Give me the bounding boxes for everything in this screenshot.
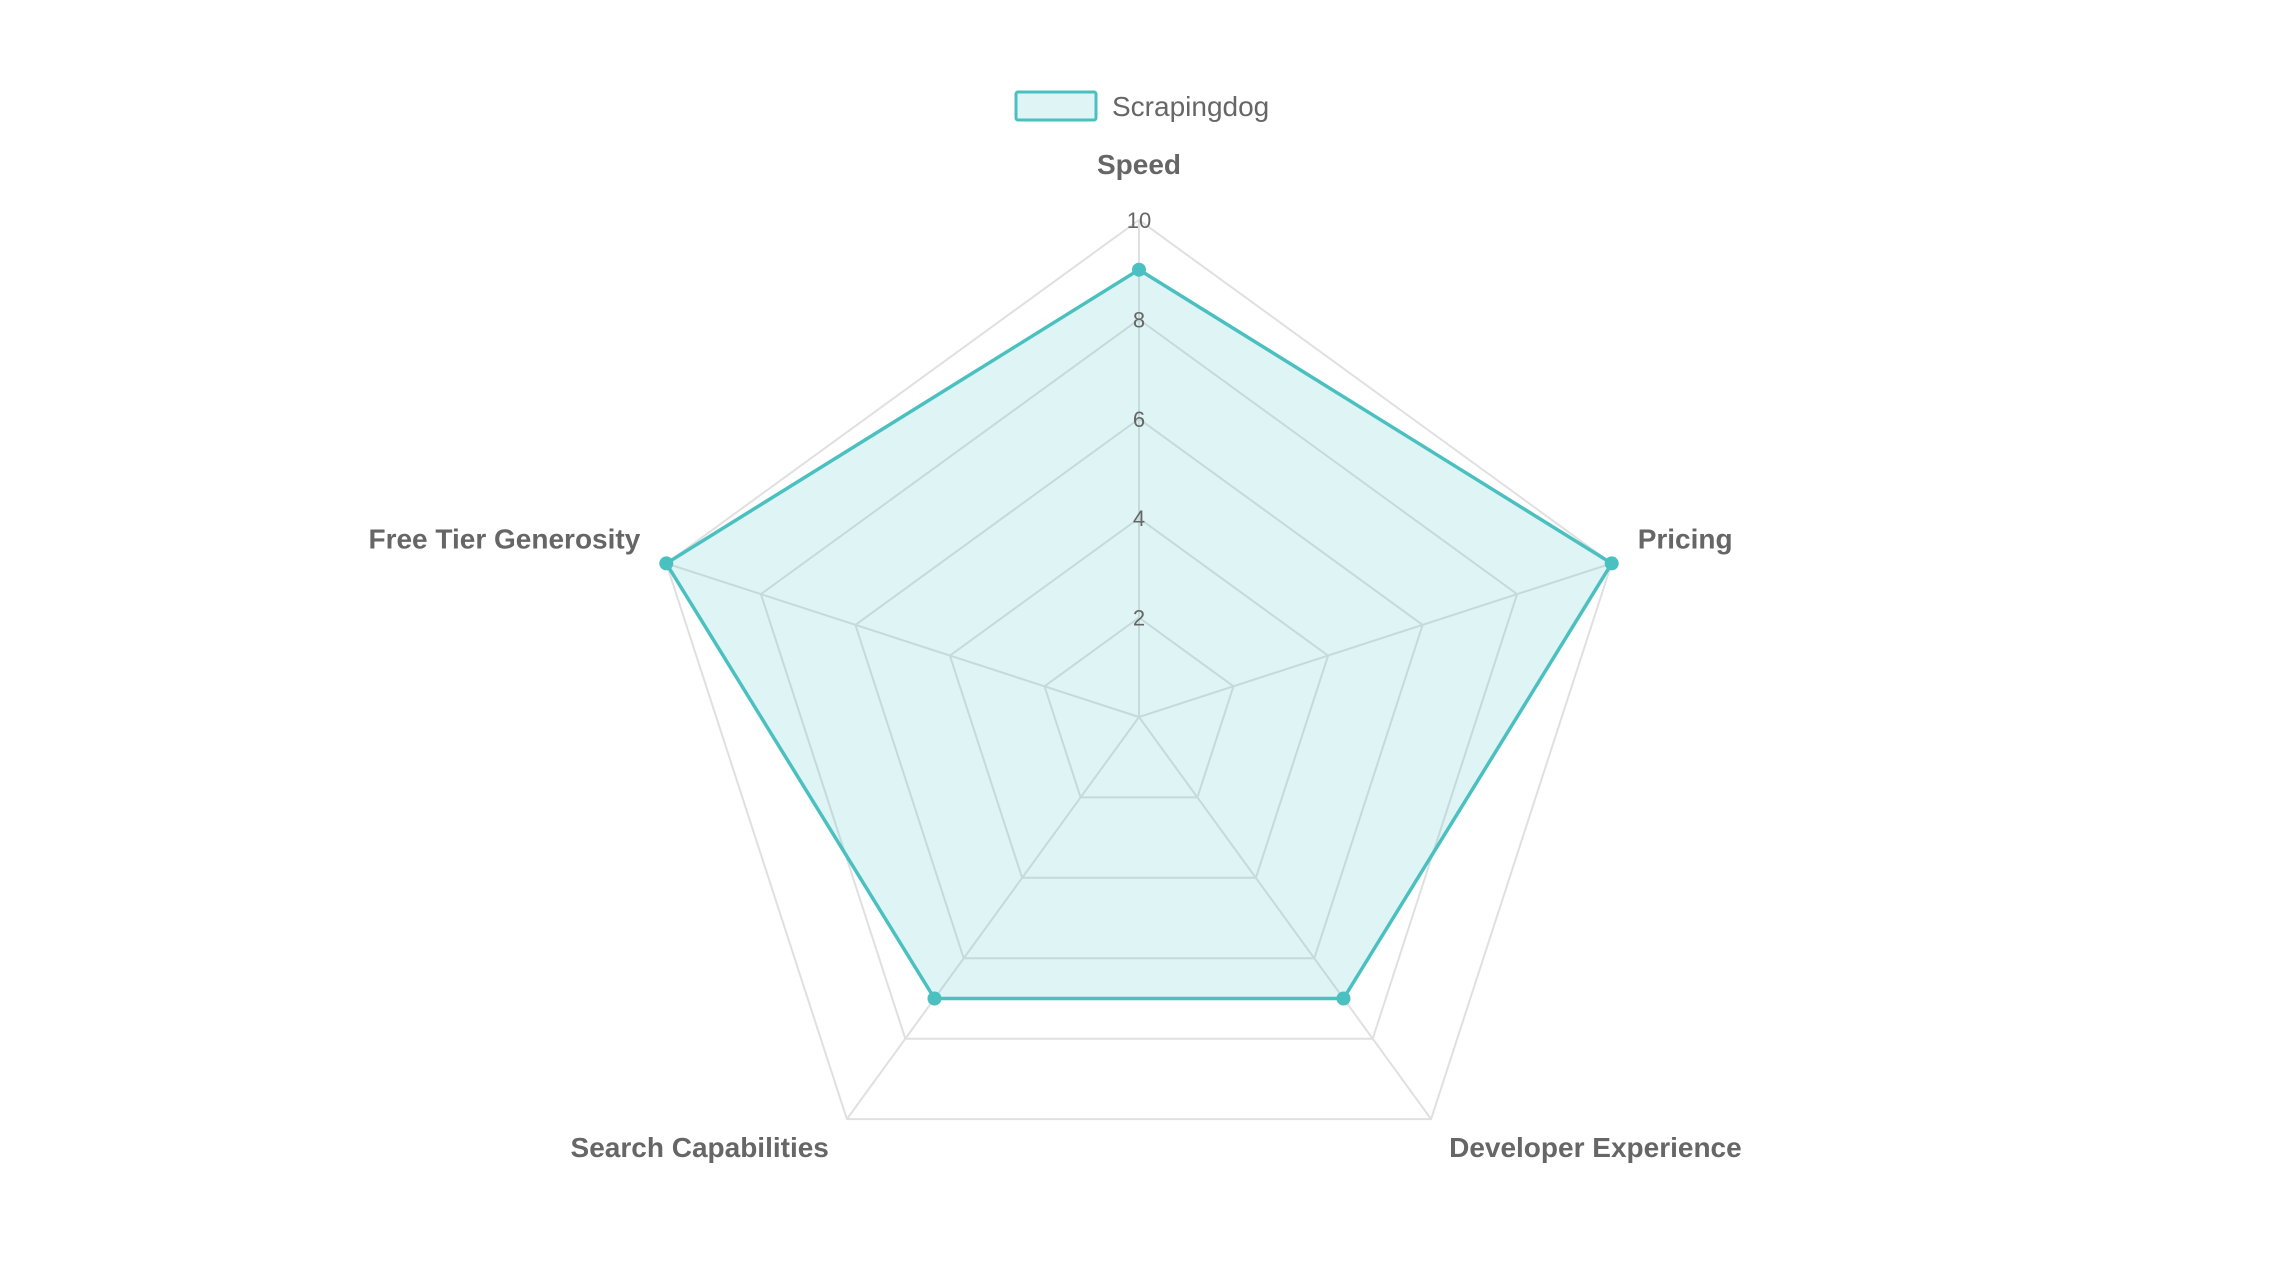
spoke-pricing	[1138, 562, 1613, 718]
grid-ring-2	[1043, 616, 1235, 799]
axis-label-speed: Speed	[1097, 149, 1181, 180]
tick-label-10: 10	[1127, 208, 1151, 233]
grid-ring-8	[759, 318, 1519, 1040]
grid-ring-10	[665, 218, 1613, 1121]
tick-label-8: 8	[1133, 307, 1145, 332]
data-layer	[659, 262, 1619, 1006]
label-layer: Speed Pricing Developer Experience Search C…	[368, 149, 1741, 1163]
legend-swatch[interactable]	[1014, 90, 1098, 122]
spoke-search-capabilities	[846, 716, 1140, 1120]
axis-label-pricing: Pricing	[1638, 523, 1733, 554]
data-point-developer-experience[interactable]	[1336, 991, 1351, 1006]
spoke-developer-experience	[1138, 716, 1432, 1120]
grid-ring-6	[854, 417, 1424, 960]
data-point-search-capabilities[interactable]	[927, 991, 942, 1006]
axis-label-free-tier-generosity: Free Tier Generosity	[368, 523, 640, 554]
series-area-scrapingdog	[663, 267, 1615, 1001]
tick-label-2: 2	[1133, 606, 1145, 631]
legend-label-scrapingdog[interactable]: Scrapingdog	[1112, 91, 1269, 122]
grid-layer	[665, 218, 1613, 1121]
axis-label-developer-experience: Developer Experience	[1449, 1132, 1742, 1163]
data-point-free-tier-generosity[interactable]	[659, 556, 674, 571]
grid-ring-4	[948, 516, 1330, 879]
tick-label-4: 4	[1133, 506, 1145, 531]
data-point-pricing[interactable]	[1604, 556, 1619, 571]
tick-layer: 2 4 6 8 10	[1127, 208, 1151, 631]
axis-label-search-capabilities: Search Capabilities	[571, 1132, 829, 1163]
spoke-free-tier-generosity	[665, 562, 1140, 718]
data-point-speed[interactable]	[1132, 262, 1146, 277]
legend[interactable]: Scrapingdog	[1014, 90, 1269, 122]
tick-label-6: 6	[1133, 407, 1145, 432]
